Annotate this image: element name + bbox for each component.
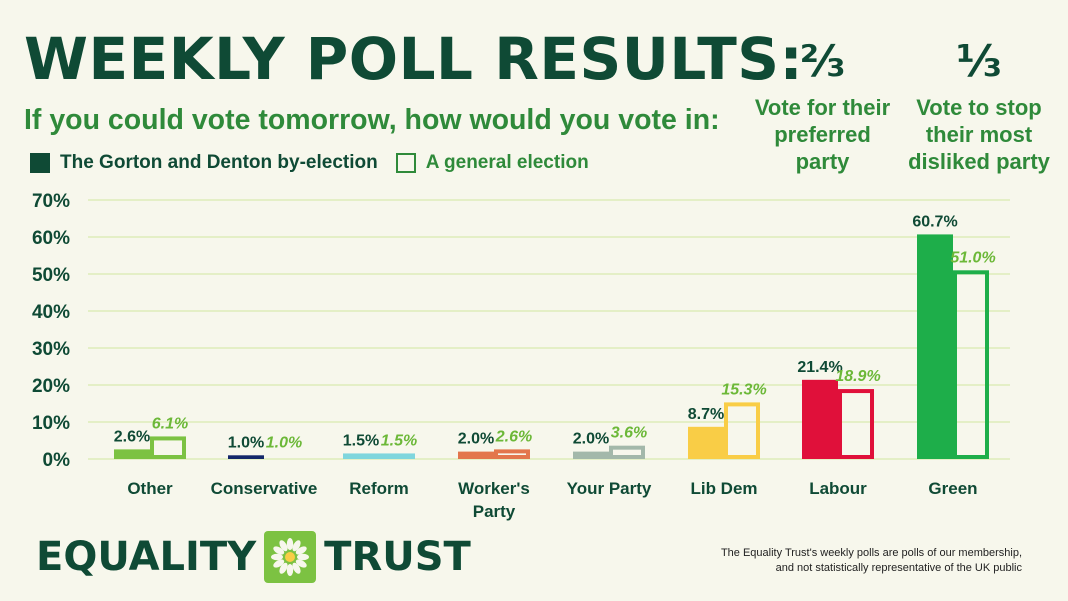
stat-fraction-one-third: ⅓ <box>956 36 1002 87</box>
data-label-general: 6.1% <box>152 415 188 432</box>
y-tick-label: 0% <box>43 450 71 471</box>
data-label-byelection: 21.4% <box>797 359 842 376</box>
stat-text-line: Vote to stop <box>916 95 1042 120</box>
poll-bar-chart: 0%10%20%30%40%50%60%70%2.6%6.1%Other1.0%… <box>32 191 1010 521</box>
poll-disclaimer: The Equality Trust's weekly polls are po… <box>721 546 1022 576</box>
data-label-byelection: 1.5% <box>343 432 379 449</box>
stat-fraction-two-thirds: ⅔ <box>799 36 846 87</box>
data-label-byelection: 2.6% <box>114 428 150 445</box>
y-tick-label: 60% <box>32 228 70 249</box>
data-label-general: 1.5% <box>381 432 417 449</box>
data-label-general: 18.9% <box>835 368 880 385</box>
legend-item-byelection: The Gorton and Denton by-election <box>30 152 378 174</box>
stat-text-line: party <box>795 149 850 174</box>
y-tick-label: 40% <box>32 302 70 323</box>
x-category-label: Other <box>127 479 173 498</box>
x-category-label: Conservative <box>211 479 318 498</box>
bar-byelection <box>802 379 838 459</box>
data-label-byelection: 8.7% <box>688 406 724 423</box>
disclaimer-line: and not statistically representative of … <box>775 562 1022 574</box>
data-label-general: 2.6% <box>495 428 532 445</box>
page-title: WEEKLY POLL RESULTS: <box>24 25 804 93</box>
x-category-label: Labour <box>809 479 867 498</box>
bar-byelection <box>114 449 150 459</box>
y-tick-label: 10% <box>32 413 70 434</box>
legend-swatch-filled <box>30 153 50 173</box>
data-label-general: 1.0% <box>266 434 302 451</box>
bar-byelection <box>458 451 494 459</box>
x-category-label: Lib Dem <box>690 479 757 498</box>
bar-general <box>724 402 760 459</box>
stat-disliked-party: ⅓ Vote to stop their most disliked party <box>904 40 1054 175</box>
disclaimer-line: The Equality Trust's weekly polls are po… <box>720 547 1022 559</box>
legend-item-general: A general election <box>395 152 589 174</box>
bar-general <box>953 270 989 459</box>
bar-general <box>609 445 645 459</box>
bar-byelection <box>343 453 379 459</box>
data-label-general: 15.3% <box>721 381 766 398</box>
y-tick-label: 70% <box>32 191 70 212</box>
chart-legend: The Gorton and Denton by-election A gene… <box>30 150 589 176</box>
x-category-label: Reform <box>349 479 409 498</box>
stat-text-line: their most <box>925 122 1033 147</box>
legend-label-general: A general election <box>425 152 589 173</box>
data-label-byelection: 60.7% <box>912 213 957 230</box>
stat-text-line: Vote for their <box>754 95 891 120</box>
daisy-logo-icon <box>264 531 317 583</box>
bar-general <box>150 436 186 459</box>
bar-byelection <box>917 234 953 459</box>
y-tick-label: 30% <box>32 339 70 360</box>
x-category-label: Green <box>928 479 977 498</box>
bar-general <box>494 449 530 460</box>
stat-text-line: disliked party <box>908 149 1050 174</box>
legend-label-byelection: The Gorton and Denton by-election <box>60 152 378 173</box>
bar-byelection <box>573 451 609 459</box>
brand-logo: EQUALITY TRUST <box>36 531 471 583</box>
data-label-general: 51.0% <box>950 249 995 266</box>
x-category-label: Worker's <box>458 479 530 498</box>
legend-swatch-outline <box>395 153 416 173</box>
brand-word-left: EQUALITY <box>36 534 257 580</box>
y-tick-label: 20% <box>32 376 70 397</box>
chart-subtitle: If you could vote tomorrow, how would yo… <box>24 104 720 136</box>
data-label-byelection: 1.0% <box>228 434 264 451</box>
stat-preferred-party: ⅔ Vote for their preferred party <box>750 40 895 175</box>
bar-byelection <box>228 455 264 459</box>
data-label-byelection: 2.0% <box>458 431 494 448</box>
data-label-byelection: 2.0% <box>573 431 609 448</box>
bar-general <box>379 453 415 460</box>
data-label-general: 3.6% <box>611 425 647 442</box>
y-tick-label: 50% <box>32 265 70 286</box>
x-category-label: Your Party <box>567 479 652 498</box>
bar-byelection <box>688 426 724 459</box>
bar-general <box>838 389 874 460</box>
stat-text-line: preferred <box>774 122 871 147</box>
x-category-label: Party <box>473 502 516 521</box>
brand-word-right: TRUST <box>324 534 471 580</box>
